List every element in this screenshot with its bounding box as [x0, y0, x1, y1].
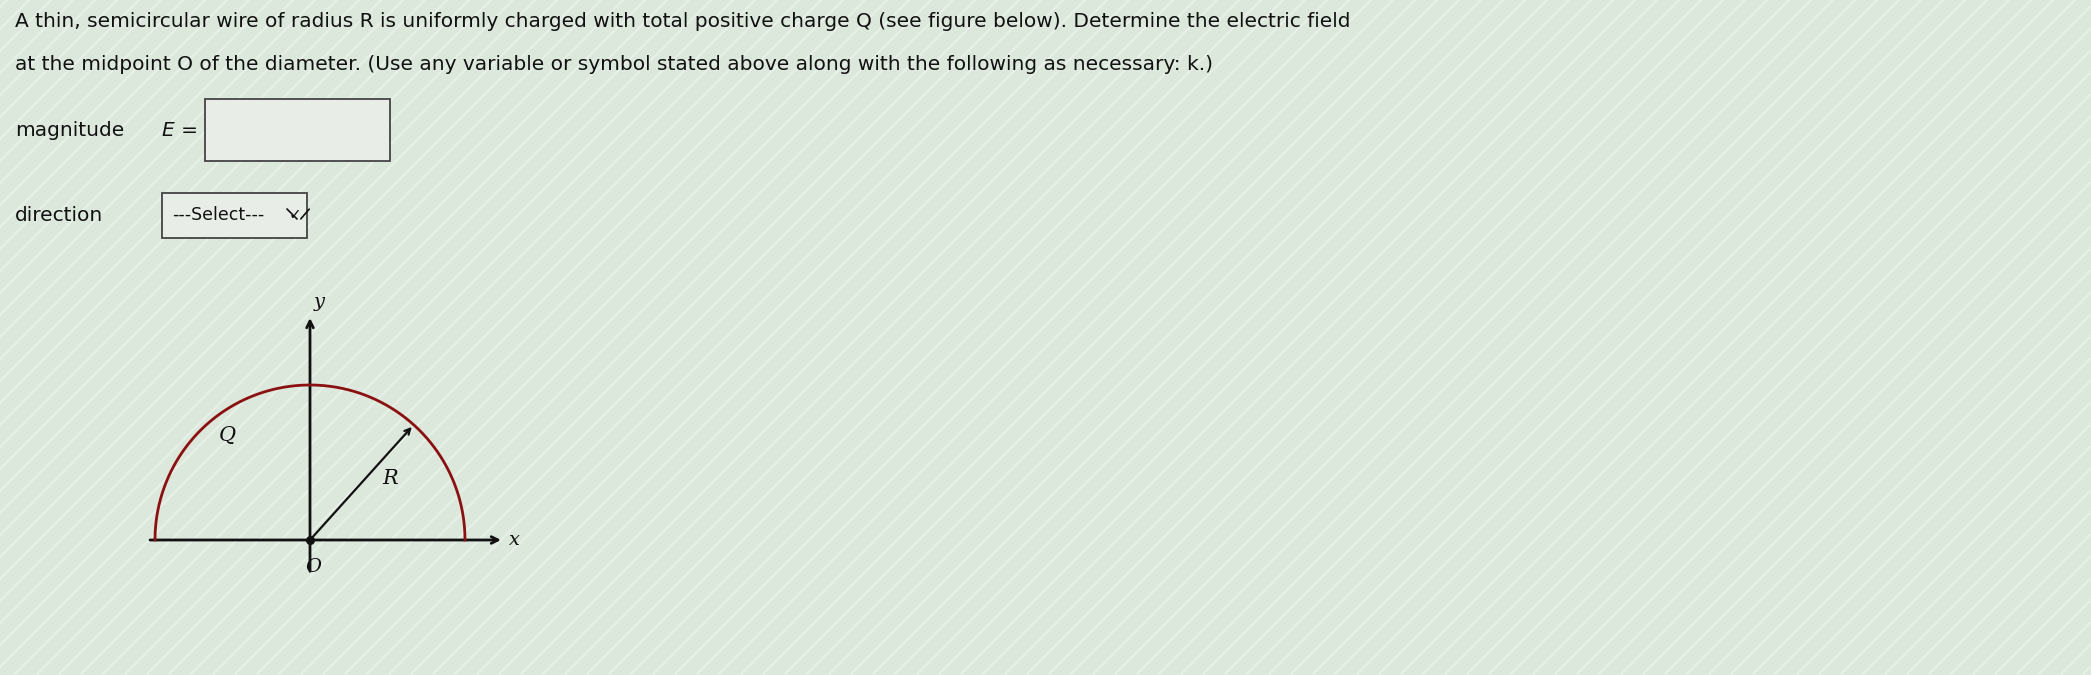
Text: R: R	[383, 468, 397, 488]
Text: O: O	[305, 558, 322, 576]
Text: at the midpoint O of the diameter. (Use any variable or symbol stated above alon: at the midpoint O of the diameter. (Use …	[15, 55, 1213, 74]
FancyBboxPatch shape	[161, 192, 307, 238]
Text: ---Select---: ---Select---	[171, 206, 263, 224]
Text: y: y	[314, 293, 324, 311]
FancyBboxPatch shape	[205, 99, 391, 161]
Text: direction: direction	[15, 205, 102, 225]
Text: Q: Q	[220, 427, 236, 446]
Text: magnitude: magnitude	[15, 121, 123, 140]
Text: E =: E =	[161, 121, 199, 140]
Text: ✓: ✓	[289, 207, 301, 223]
Text: x: x	[508, 531, 521, 549]
Text: A thin, semicircular wire of radius R is uniformly charged with total positive c: A thin, semicircular wire of radius R is…	[15, 12, 1351, 31]
